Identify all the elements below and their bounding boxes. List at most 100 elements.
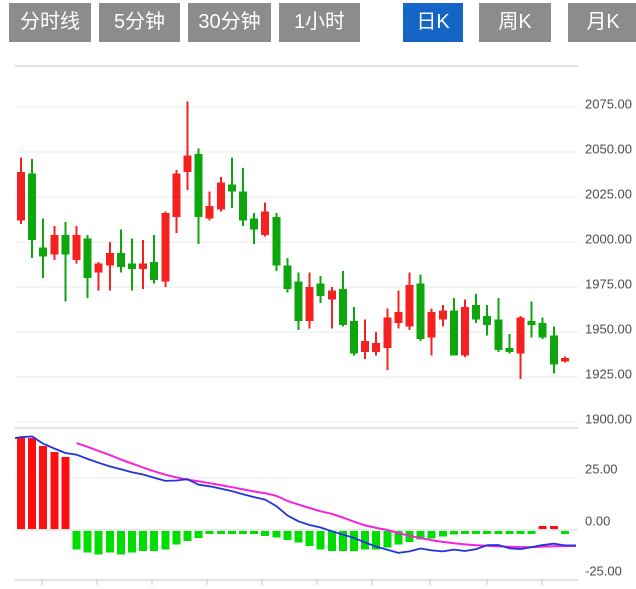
price-axis-label: 2000.00 (585, 231, 632, 246)
candle-body (116, 252, 125, 268)
macd-histogram-bar (494, 531, 503, 534)
candle-body (338, 288, 347, 325)
candle (272, 213, 281, 271)
candle-body (105, 252, 114, 266)
price-axis-label: 2050.00 (585, 141, 632, 156)
macd-axis-label: 25.00 (585, 461, 618, 476)
candle-body (416, 283, 425, 340)
candle-body (427, 312, 436, 338)
candle-wick (64, 222, 67, 302)
candle-body (438, 310, 447, 320)
candle-wick (153, 234, 156, 284)
price-gridlines (15, 65, 578, 429)
price-axis-label: 1950.00 (585, 321, 632, 336)
candle (150, 234, 159, 284)
macd-histogram-bar (128, 531, 136, 553)
macd-axis-label: 0.00 (585, 513, 610, 528)
candle (516, 315, 525, 379)
candle-body (383, 317, 392, 349)
macd-histogram-bar (305, 531, 314, 546)
candle (483, 305, 492, 336)
candle (250, 213, 259, 244)
candle (39, 218, 48, 278)
candle-body (472, 305, 481, 320)
candle-body (505, 348, 514, 352)
candle (294, 272, 303, 331)
period-tab-monthly-k[interactable]: 月K (568, 3, 636, 42)
dea-line (76, 442, 576, 549)
candle-body (128, 263, 136, 269)
candle-body (39, 247, 48, 257)
candle-body (172, 173, 181, 217)
macd-histogram-bar (383, 531, 392, 548)
candle (239, 168, 247, 226)
macd-histogram-bar (316, 531, 325, 550)
macd-histogram-bar (361, 531, 370, 550)
macd-histogram-bar (350, 531, 358, 551)
macd-histogram-bar (461, 531, 469, 534)
candle-body (394, 312, 403, 323)
macd-histogram-bar (483, 531, 492, 534)
macd-histogram-bar (161, 531, 170, 550)
candle-body (227, 184, 236, 192)
candle (350, 306, 358, 356)
macd-histogram-bar (527, 531, 536, 534)
candle-body (560, 358, 569, 362)
candle (94, 261, 103, 291)
macd-histogram-bar (28, 437, 37, 529)
period-tab-weekly-k[interactable]: 周K (479, 3, 551, 42)
candle (505, 333, 514, 354)
candle (194, 148, 203, 244)
candle-wick (530, 301, 533, 338)
candle (116, 229, 125, 273)
macd-histogram-bar (472, 531, 481, 534)
period-tab-timeshare[interactable]: 分时线 (9, 3, 91, 42)
candle-wick (186, 101, 189, 190)
period-tab-1hour[interactable]: 1小时 (279, 3, 360, 42)
candle-body (161, 213, 170, 282)
candle (438, 305, 447, 327)
candle (61, 222, 70, 302)
macd-histogram-bar (172, 531, 181, 545)
macd-histogram-bar (272, 531, 281, 538)
candle-body (538, 323, 547, 338)
candle (394, 290, 403, 329)
candle (372, 332, 381, 356)
candle (560, 356, 569, 363)
candle (283, 258, 292, 293)
candle-body (139, 263, 148, 269)
macd-histogram-bar (116, 531, 125, 555)
candle (449, 297, 458, 356)
candle (472, 294, 481, 323)
candle-body (327, 290, 336, 300)
macd-histogram-bar (227, 531, 236, 534)
candle-wick (397, 290, 400, 329)
macd-axis-label: -25.00 (585, 563, 622, 578)
period-tab-daily-k[interactable]: 日K (403, 3, 463, 42)
candle-body (94, 263, 103, 273)
candle-body (205, 206, 214, 219)
candle (72, 225, 81, 264)
candle-body (305, 287, 314, 322)
candle (172, 170, 181, 233)
price-axis-label: 2025.00 (585, 186, 632, 201)
period-tab-30min[interactable]: 30分钟 (188, 3, 271, 42)
macd-histogram-bar (449, 531, 458, 535)
macd-histogram-bar (72, 531, 81, 550)
macd-histogram-bar (61, 457, 70, 529)
candle-body (483, 315, 492, 325)
candle (83, 234, 92, 298)
price-axis-labels: 2075.00 2050.00 2025.00 2000.00 1975.00 1950.… (585, 96, 632, 578)
candle (538, 317, 547, 340)
candle-body (449, 310, 458, 356)
macd-histogram-bar (372, 531, 381, 550)
candle (216, 177, 225, 212)
period-tab-5min[interactable]: 5分钟 (99, 3, 180, 42)
dif-line (14, 435, 576, 554)
macd-histogram-bar (205, 531, 214, 534)
macd-histogram (17, 437, 569, 555)
candle-body (17, 171, 25, 221)
candle (405, 272, 414, 331)
candle (383, 308, 392, 370)
candle-body (350, 321, 358, 354)
